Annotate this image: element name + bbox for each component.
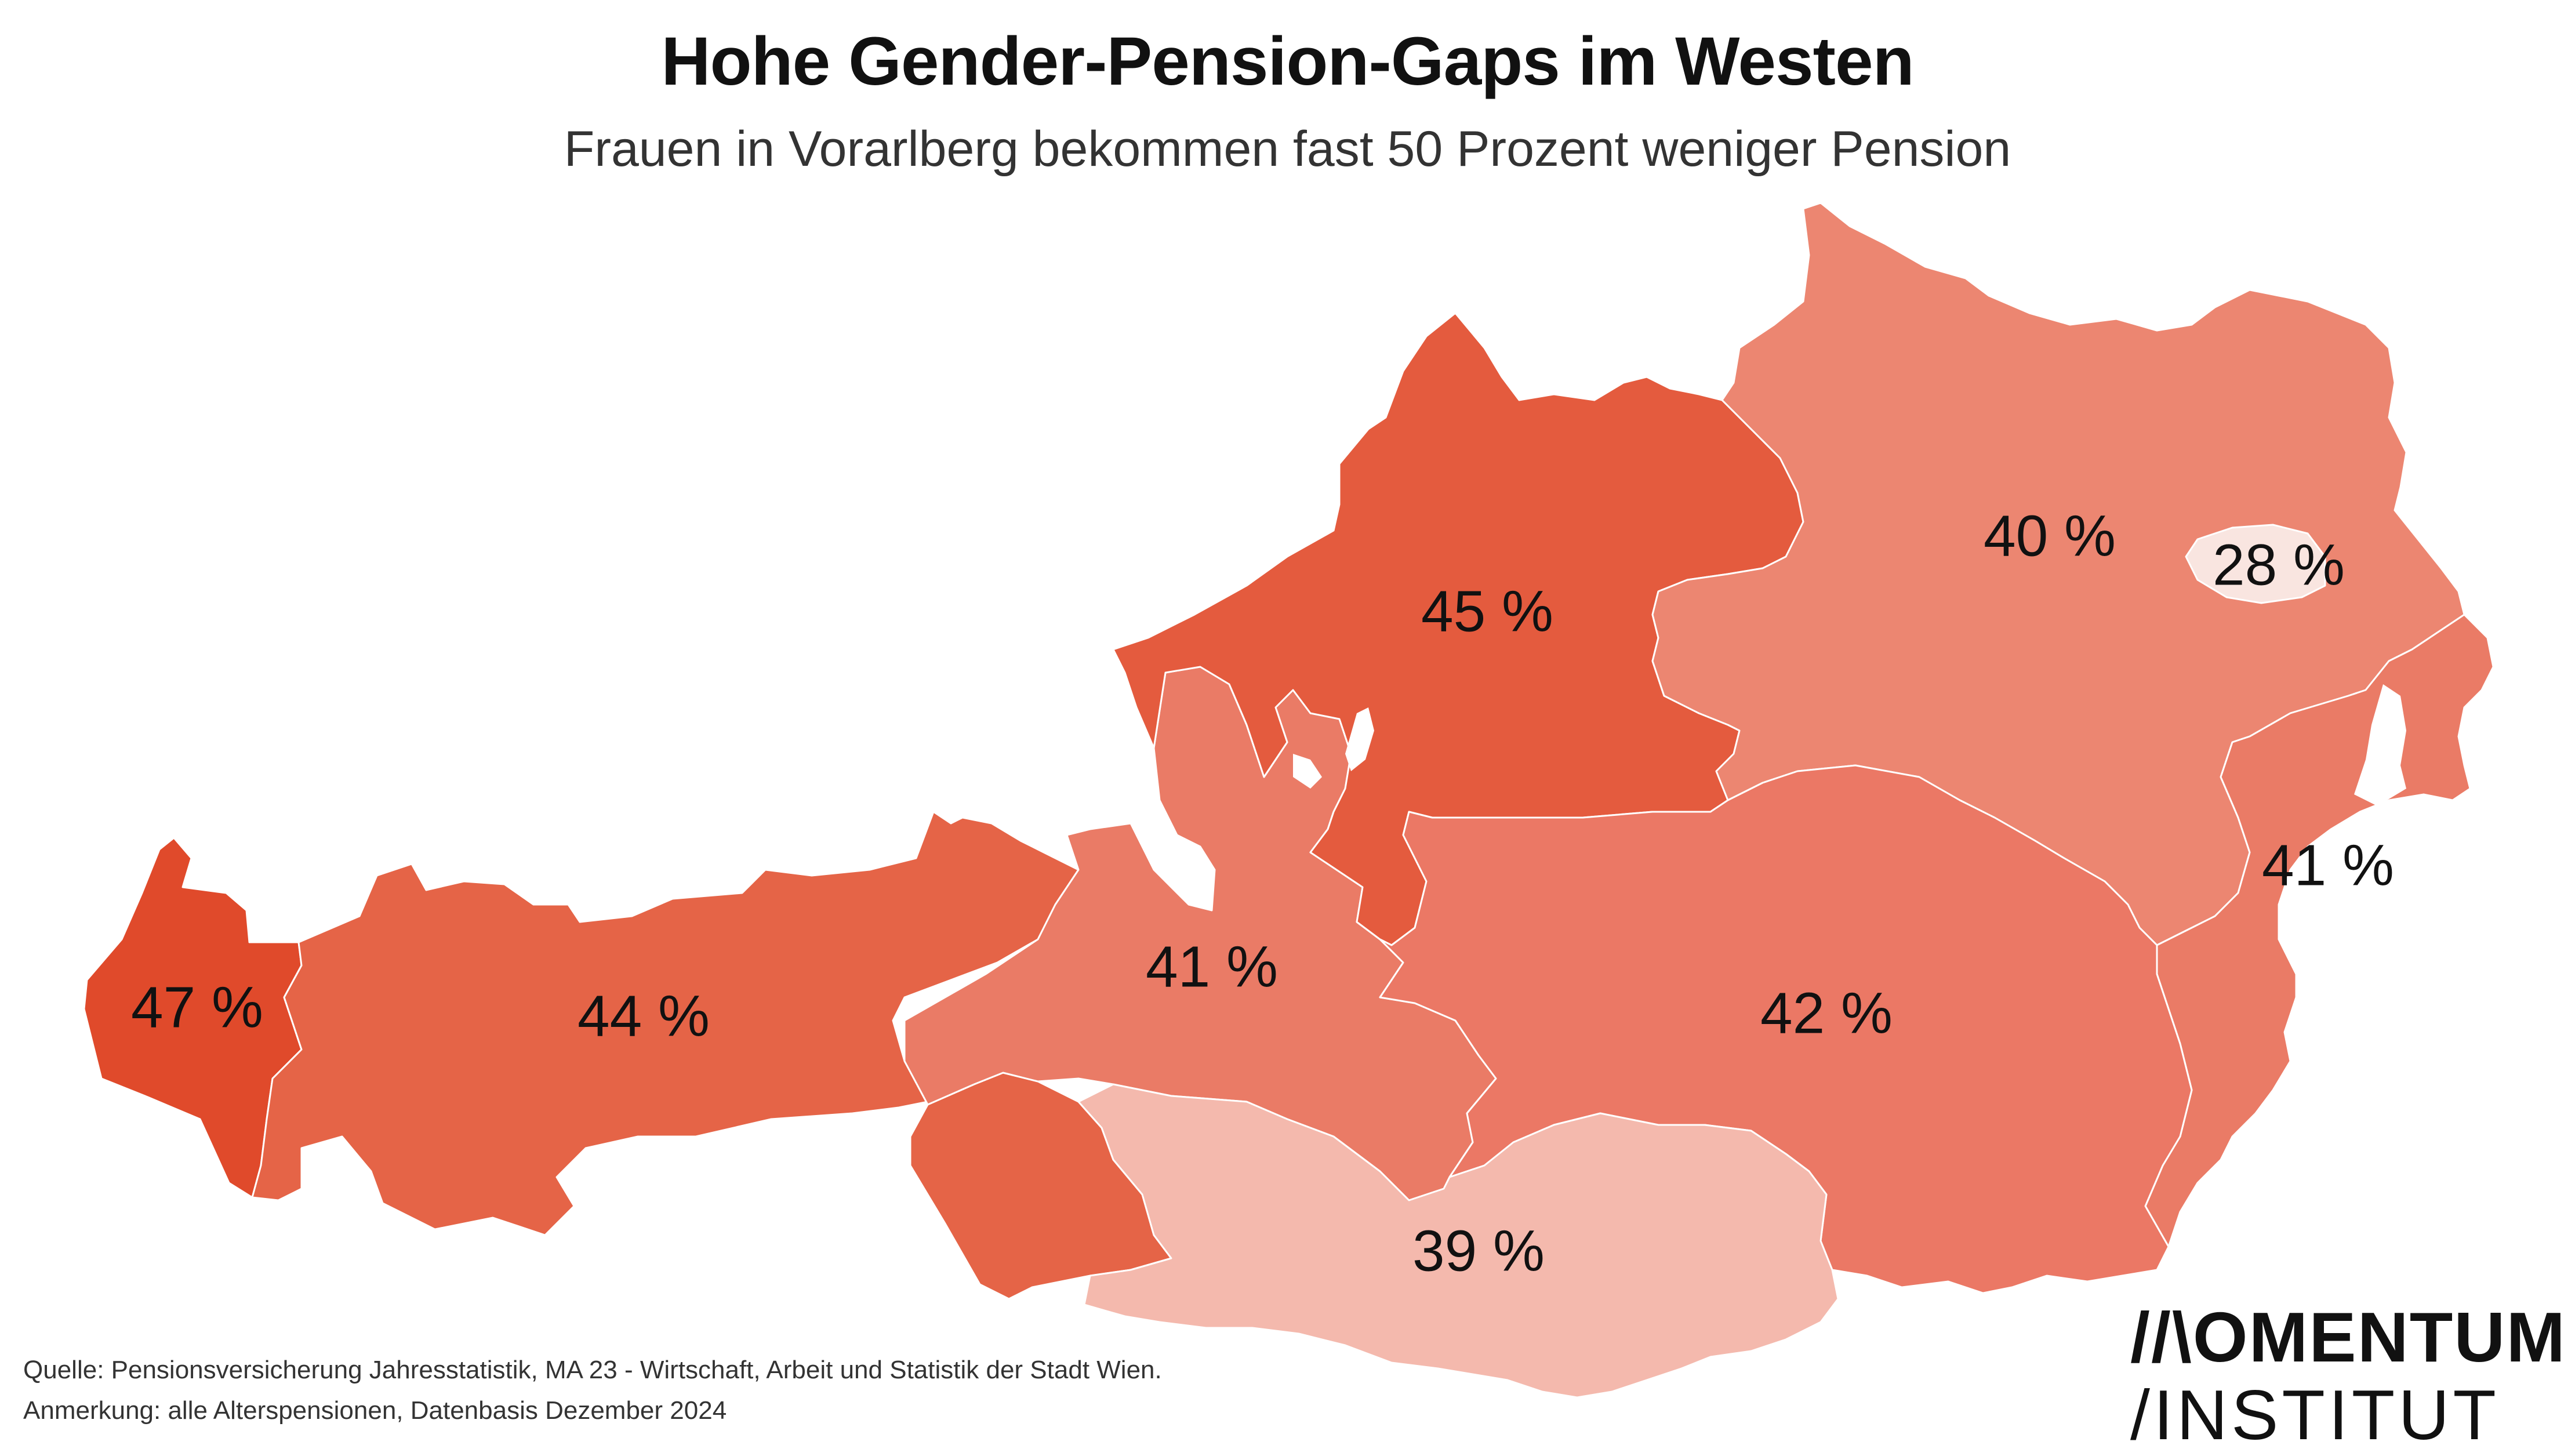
logo-line-2: /INSTITUT <box>2130 1375 2500 1454</box>
label-wien: 28 % <box>2213 532 2345 597</box>
label-burgenland: 41 % <box>2262 833 2394 898</box>
region-steiermark <box>1379 764 2193 1294</box>
label-tirol: 44 % <box>578 983 710 1048</box>
map-title: Hohe Gender-Pension-Gaps im Westen <box>661 23 1914 100</box>
label-salzburg: 41 % <box>1146 934 1278 999</box>
label-kaernten: 39 % <box>1412 1218 1545 1283</box>
logo-line-1: //\OMENTUM <box>2130 1298 2566 1377</box>
annotation-note: Anmerkung: alle Alterspensionen, Datenba… <box>23 1396 727 1425</box>
lake-traunsee <box>1345 707 1374 771</box>
label-vorarlberg: 47 % <box>131 975 263 1040</box>
map-subtitle: Frauen in Vorarlberg bekommen fast 50 Pr… <box>564 121 2011 177</box>
label-steiermark: 42 % <box>1760 981 1893 1045</box>
region-wien <box>2185 524 2326 604</box>
lake-neusiedler-see <box>2354 684 2406 806</box>
label-oberoesterreich: 45 % <box>1421 579 1553 644</box>
region-tirol <box>251 811 1080 1236</box>
momentum-institut-logo: //\OMENTUM /INSTITUT <box>2130 1302 2566 1450</box>
lake-attersee <box>1293 754 1322 789</box>
label-niederoesterreich: 40 % <box>1984 503 2116 568</box>
source-note: Quelle: Pensionsversicherung Jahresstati… <box>23 1356 1162 1384</box>
region-burgenland <box>2144 613 2494 1248</box>
region-kaernten <box>1077 1083 1839 1399</box>
